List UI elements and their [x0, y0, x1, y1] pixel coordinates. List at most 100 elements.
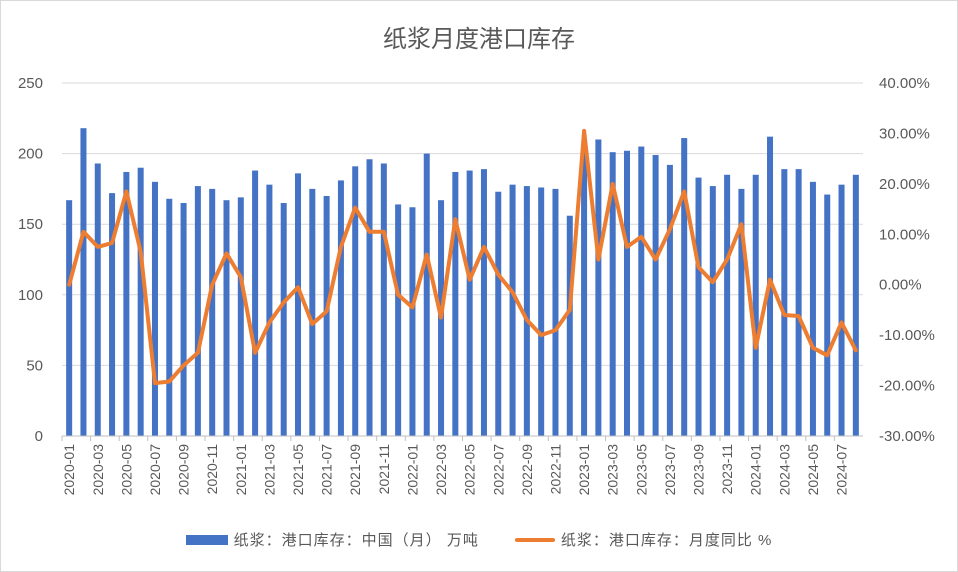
bar: [194, 186, 201, 436]
x-tick-label: 2021-05: [290, 444, 306, 496]
bar: [295, 173, 302, 437]
x-tick-label: 2020-03: [90, 444, 106, 496]
y-left-tick-label: 50: [26, 357, 43, 374]
bar: [824, 194, 831, 436]
bar: [337, 180, 344, 436]
line-point: [182, 364, 185, 367]
bar: [523, 186, 530, 436]
line-series-yoy: [67, 128, 858, 386]
bar: [752, 174, 759, 436]
y-right-tick-label: 0.00%: [879, 277, 922, 294]
x-tick-label: 2022-05: [462, 444, 478, 496]
line-point: [768, 278, 772, 281]
line-point: [468, 278, 471, 281]
line-point: [168, 380, 171, 383]
bar: [323, 195, 330, 436]
line-point: [754, 346, 757, 349]
bar: [380, 163, 387, 436]
bar: [366, 159, 373, 437]
bar: [452, 171, 459, 436]
bar: [609, 152, 616, 437]
bar: [581, 149, 588, 436]
bar: [309, 188, 316, 436]
x-tick-label: 2023-11: [719, 444, 735, 495]
line-point: [711, 280, 715, 284]
bar: [80, 128, 87, 436]
x-tick-label: 2021-03: [261, 444, 277, 496]
y-right-tick-label: -10.00%: [879, 327, 935, 344]
y-right-tick-label: 40.00%: [879, 75, 930, 92]
x-tick-label: 2020-05: [118, 444, 134, 496]
bar: [538, 187, 545, 436]
line-point: [654, 258, 657, 261]
y-right-tick-label: -20.00%: [879, 378, 935, 395]
line-point: [296, 286, 300, 289]
y-left-tick-label: 200: [18, 146, 43, 163]
bar: [666, 164, 673, 436]
x-tick-label: 2022-09: [519, 444, 535, 496]
y-right-tick-label: 30.00%: [879, 125, 930, 142]
x-tick-label: 2022-07: [490, 444, 506, 496]
y-right-tick-label: 10.00%: [879, 226, 930, 243]
bar: [223, 200, 230, 436]
bar: [123, 171, 130, 436]
bar: [395, 204, 402, 436]
line-point: [96, 245, 99, 249]
line-point: [783, 313, 786, 317]
line-point: [725, 258, 729, 261]
line-point: [368, 230, 371, 233]
bar: [409, 207, 416, 436]
x-tick-label: 2022-03: [433, 444, 449, 496]
bar: [137, 167, 144, 436]
bar: [209, 188, 216, 436]
line-point: [153, 381, 157, 385]
line-point: [196, 351, 200, 354]
line-point: [740, 223, 743, 226]
bar: [509, 184, 516, 436]
bar: [795, 169, 802, 436]
legend-bar-swatch: [185, 534, 228, 545]
bar: [738, 188, 745, 436]
legend-line-swatch: [514, 537, 555, 542]
bar: [638, 146, 645, 437]
bar: [266, 184, 273, 436]
line-point: [253, 351, 257, 354]
y-left-tick-label: 0: [35, 428, 43, 445]
x-tick-label: 2021-11: [376, 444, 392, 495]
y-right-tick-label: 20.00%: [879, 176, 930, 193]
x-tick-label: 2024-07: [834, 444, 850, 496]
bar: [838, 184, 845, 436]
bar: [495, 191, 502, 436]
line-point: [811, 346, 815, 349]
line-point: [539, 333, 543, 337]
line-point: [482, 245, 486, 249]
bar: [595, 139, 602, 437]
legend-bar-label: 纸浆：港口库存：中国（月） 万吨: [233, 532, 479, 549]
x-tick-label: 2023-05: [633, 444, 649, 496]
line-point: [854, 349, 858, 352]
legend-item-bar: 纸浆：港口库存：中国（月） 万吨: [185, 529, 479, 550]
bar: [66, 200, 73, 436]
line-point: [425, 253, 428, 256]
x-tick-label: 2023-09: [691, 444, 707, 496]
line-point: [497, 273, 500, 276]
x-tick-label: 2023-01: [576, 444, 592, 496]
line-point: [396, 293, 400, 296]
line-point: [439, 316, 443, 319]
line-point: [840, 321, 843, 324]
line-point: [611, 182, 614, 186]
bar: [180, 203, 187, 436]
x-tick-label: 2020-11: [204, 444, 220, 495]
bar: [466, 170, 473, 436]
line-point: [268, 321, 271, 324]
line-point: [139, 250, 142, 254]
bar: [252, 170, 259, 436]
line-point: [454, 217, 457, 221]
x-tick-label: 2024-03: [776, 444, 792, 496]
line-point: [826, 354, 829, 357]
line-point: [625, 245, 629, 249]
line-point: [311, 322, 314, 326]
bar: [852, 174, 859, 436]
line-point: [210, 283, 214, 286]
